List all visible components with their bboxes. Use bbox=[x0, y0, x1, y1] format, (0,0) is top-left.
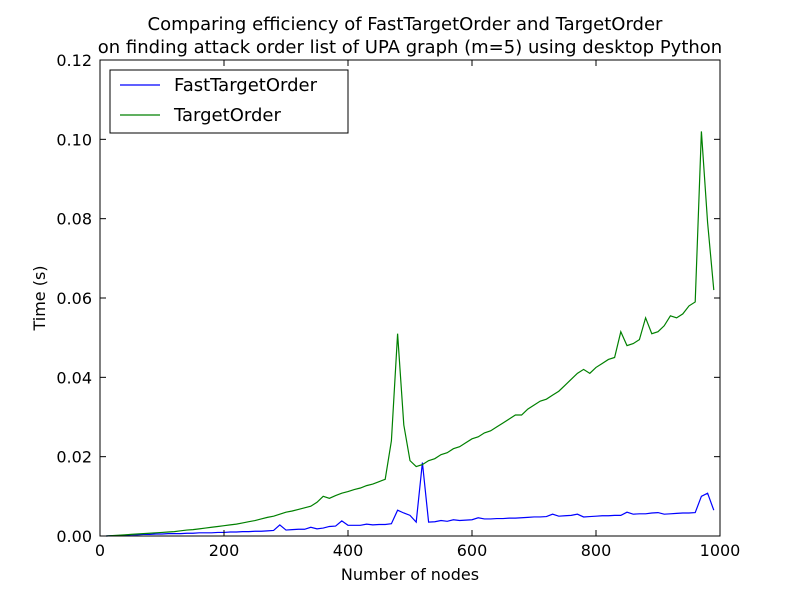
legend-label-targetorder: TargetOrder bbox=[173, 105, 281, 126]
y-tick-label: 0.10 bbox=[56, 130, 92, 149]
x-tick-label: 400 bbox=[333, 541, 364, 560]
x-tick-label: 800 bbox=[581, 541, 612, 560]
x-tick-label: 1000 bbox=[700, 541, 741, 560]
series-line-targetorder bbox=[106, 131, 715, 537]
x-tick-label: 600 bbox=[457, 541, 488, 560]
y-tick-label: 0.02 bbox=[56, 448, 92, 467]
x-tick-label: 200 bbox=[209, 541, 240, 560]
legend: FastTargetOrder TargetOrder bbox=[109, 69, 349, 134]
y-tick-label: 0.08 bbox=[56, 210, 92, 229]
y-tick-label: 0.00 bbox=[56, 527, 92, 546]
x-tick-label: 0 bbox=[95, 541, 105, 560]
chart-subtitle: on finding attack order list of UPA grap… bbox=[98, 37, 722, 58]
plot-area: 0 200 400 600 800 1000 0.00 0.02 0.04 0.06 0.08 0.1… bbox=[56, 51, 740, 560]
legend-box bbox=[109, 69, 349, 134]
y-axis-label: Time (s) bbox=[30, 265, 49, 331]
y-tick-label: 0.04 bbox=[56, 368, 92, 387]
chart-title: Comparing efficiency of FastTargetOrder … bbox=[148, 14, 663, 35]
legend-label-fasttargetorder: FastTargetOrder bbox=[174, 75, 318, 96]
series-line-fasttargetorder bbox=[106, 462, 715, 537]
y-tick-label: 0.12 bbox=[56, 51, 92, 70]
y-tick-label: 0.06 bbox=[56, 289, 92, 308]
x-axis-label: Number of nodes bbox=[341, 565, 479, 584]
